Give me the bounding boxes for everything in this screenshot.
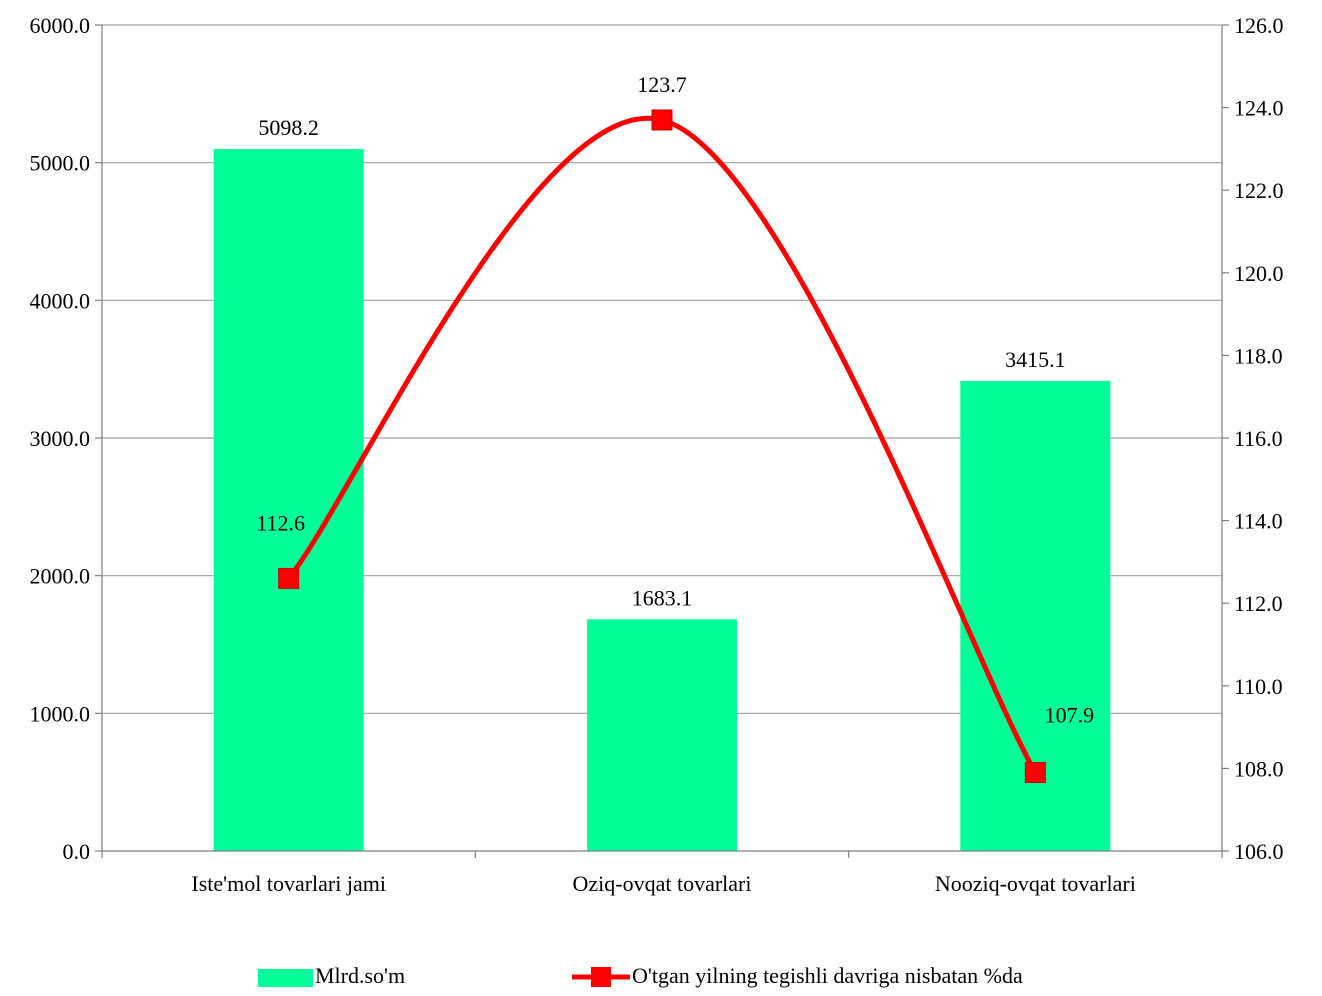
x-tick-label: Oziq-ovqat tovarlari — [573, 871, 752, 896]
x-tick-label: Iste'mol tovarlari jami — [191, 871, 386, 896]
y-left-tick-label: 6000.0 — [30, 13, 91, 38]
y-right-tick-label: 124.0 — [1234, 96, 1284, 121]
y-right-tick-label: 108.0 — [1234, 756, 1284, 781]
y-left-tick-label: 0.0 — [63, 839, 91, 864]
legend-swatch-marker — [591, 967, 611, 987]
data-labels: 5098.2 1683.1 3415.1 112.6 123.7 107.9 — [256, 72, 1094, 728]
line-marker — [651, 109, 673, 131]
line-series — [278, 109, 1046, 784]
y-left-tick-label: 5000.0 — [30, 151, 91, 176]
legend-swatch-bar — [258, 969, 313, 987]
bar-value-label: 3415.1 — [1005, 347, 1066, 372]
legend-label-bar: Mlrd.so'm — [315, 963, 405, 988]
y-right-tick-label: 110.0 — [1234, 674, 1283, 699]
y-right-tick-label: 118.0 — [1234, 343, 1283, 368]
y-right-tick-label: 114.0 — [1234, 509, 1283, 534]
bar-value-label: 1683.1 — [632, 585, 693, 610]
bar — [587, 619, 737, 851]
y-right-tick-label: 106.0 — [1234, 839, 1284, 864]
legend: Mlrd.so'm O'tgan yilning tegishli davriga… — [258, 963, 1023, 988]
line-value-label: 107.9 — [1045, 703, 1095, 728]
y-right-tick-label: 116.0 — [1234, 426, 1283, 451]
bar-value-label: 5098.2 — [258, 115, 319, 140]
line-value-label: 112.6 — [256, 510, 305, 535]
axes: 0.0 1000.0 2000.0 3000.0 4000.0 5000.0 6000.0 1… — [30, 13, 1284, 896]
y-left-tick-label: 3000.0 — [30, 426, 91, 451]
line-value-label: 123.7 — [637, 72, 687, 97]
y-left-tick-label: 4000.0 — [30, 288, 91, 313]
y-right-tick-label: 112.0 — [1234, 591, 1283, 616]
line-marker — [278, 567, 300, 589]
y-left-tick-label: 1000.0 — [30, 701, 91, 726]
line-marker — [1024, 762, 1046, 784]
y-right-tick-label: 126.0 — [1234, 13, 1284, 38]
x-tick-label: Nooziq-ovqat tovarlari — [935, 871, 1136, 896]
y-left-tick-label: 2000.0 — [30, 564, 91, 589]
y-right-tick-label: 122.0 — [1234, 178, 1284, 203]
legend-label-line: O'tgan yilning tegishli davriga nisbatan… — [632, 963, 1023, 988]
bar-series — [213, 149, 1111, 851]
y-right-tick-label: 120.0 — [1234, 261, 1284, 286]
